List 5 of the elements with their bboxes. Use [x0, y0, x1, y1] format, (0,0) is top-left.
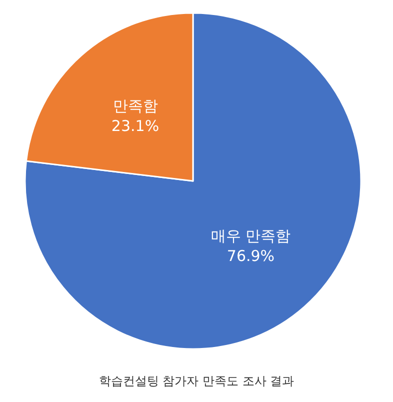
text: 학습컨설팅 참가자 만족도 조사 결과: [98, 374, 294, 388]
slice-label: 매우 만족함: [210, 227, 291, 246]
slice-label: 만족함: [112, 96, 158, 115]
data-label: 23.1%: [111, 116, 160, 135]
data-label: 76.9%: [226, 247, 275, 266]
